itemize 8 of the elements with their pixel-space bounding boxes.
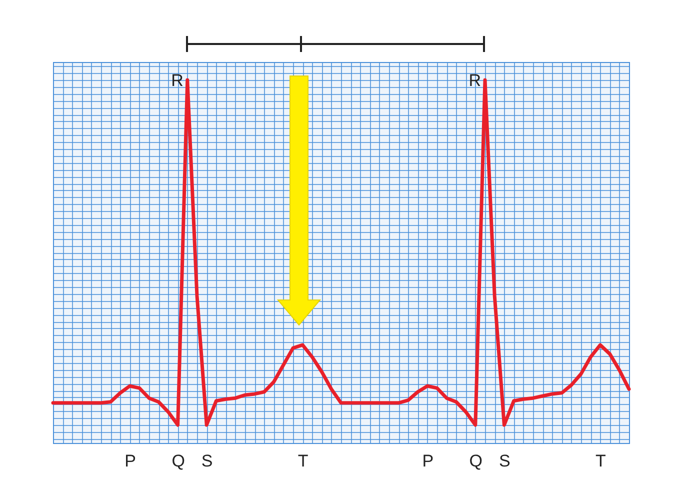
x-tick-label: P — [124, 452, 136, 470]
x-tick-label: S — [499, 452, 510, 470]
x-tick-label: T — [298, 452, 308, 470]
x-tick-label: P — [422, 452, 434, 470]
x-tick-label: S — [201, 452, 213, 470]
x-tick-label: Q — [469, 452, 483, 470]
x-tick-label: T — [596, 452, 606, 470]
x-tick-label: Q — [172, 452, 185, 470]
